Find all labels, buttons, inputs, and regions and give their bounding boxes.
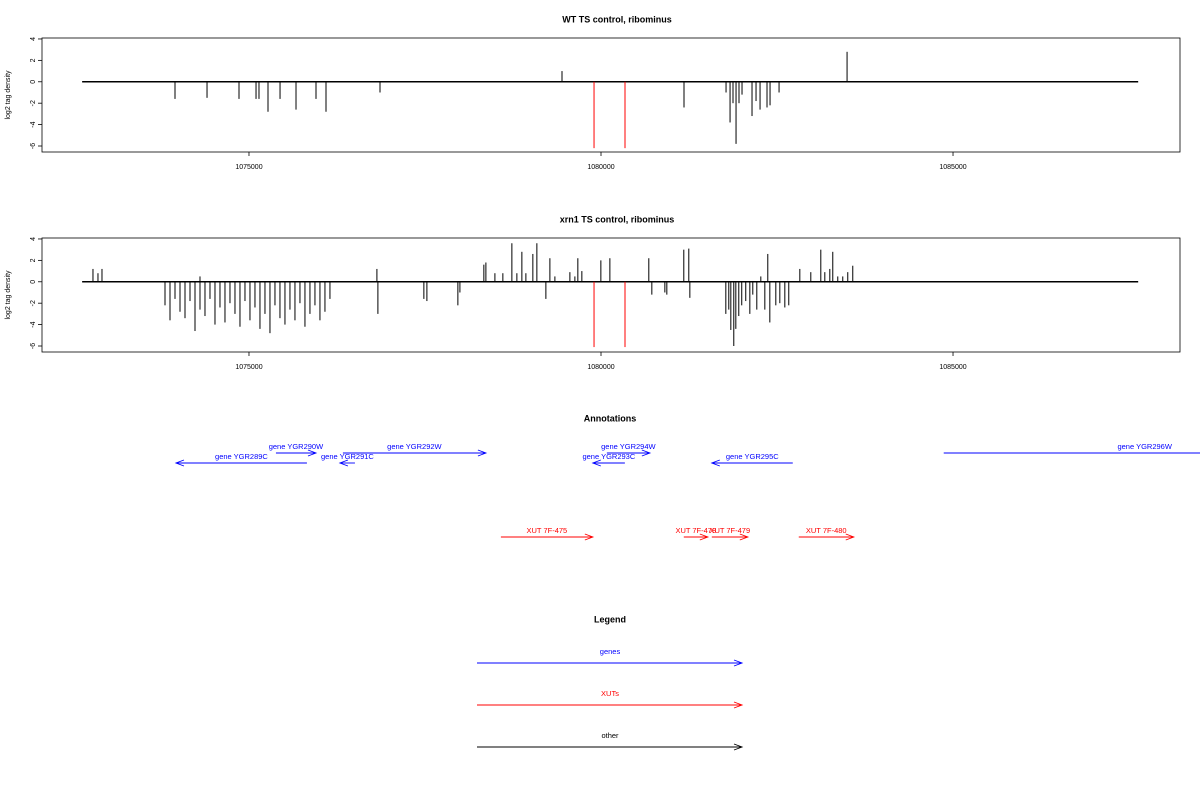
xut-arrow-label: XUT 7F-478	[675, 526, 716, 535]
chart-title: xrn1 TS control, ribominus	[560, 214, 675, 224]
legend-arrow-head	[733, 743, 744, 751]
legend-arrow-head	[733, 701, 744, 709]
xut-arrow-head	[584, 533, 595, 541]
x-tick-label: 1075000	[235, 164, 262, 171]
xut-arrow-label: XUT 7F-475	[527, 526, 568, 535]
xut-arrow-head	[845, 533, 856, 541]
y-tick-label: 2	[30, 58, 37, 62]
gene-arrow-label: gene YGR289C	[215, 452, 268, 461]
y-tick-label: -4	[30, 321, 37, 327]
xut-arrow-label: XUT 7F-479	[709, 526, 750, 535]
plot-frame	[41, 37, 1181, 153]
y-tick-label: -2	[30, 100, 37, 106]
xut-arrow-head	[699, 533, 710, 541]
gene-arrow-label: gene YGR292W	[387, 442, 442, 451]
gene-arrow-label: gene YGR290W	[269, 442, 324, 451]
gene-arrow-head	[338, 459, 349, 467]
xut-arrow-head	[739, 533, 750, 541]
legend-arrow-head	[733, 659, 744, 667]
y-tick-label: 2	[30, 258, 37, 262]
chart-title: WT TS control, ribominus	[562, 14, 672, 24]
y-tick-label: 4	[30, 237, 37, 241]
y-tick-label: -6	[30, 143, 37, 149]
annotations-title: Annotations	[584, 413, 637, 423]
gene-arrow-head	[477, 449, 488, 457]
y-tick-label: 0	[30, 80, 37, 84]
gene-arrow-head	[591, 459, 601, 467]
y-axis-label: log2 tag density	[5, 270, 12, 320]
legend-title: Legend	[594, 614, 626, 624]
x-tick-label: 1085000	[939, 164, 966, 171]
gene-arrow-label: gene YGR296W	[1117, 442, 1172, 451]
gene-arrow-label: gene YGR295C	[726, 452, 779, 461]
x-tick-label: 1085000	[939, 364, 966, 371]
y-tick-label: -6	[30, 343, 37, 349]
x-tick-label: 1080000	[587, 364, 614, 371]
gene-arrow-label: gene YGR293C	[582, 452, 635, 461]
plot-frame	[41, 237, 1181, 353]
xut-arrow-label: XUT 7F-480	[806, 526, 847, 535]
gene-arrow-label: gene YGR291C	[321, 452, 374, 461]
legend-label: other	[601, 731, 619, 740]
gene-arrow-head	[307, 449, 318, 457]
gene-arrow-head	[641, 449, 652, 457]
legend-label: XUTs	[601, 689, 619, 698]
y-axis-label: log2 tag density	[5, 70, 12, 120]
gene-arrow-head	[710, 459, 720, 467]
y-tick-label: -4	[30, 121, 37, 127]
gene-arrow-head	[174, 459, 185, 467]
x-tick-label: 1080000	[587, 164, 614, 171]
y-tick-label: 0	[30, 280, 37, 284]
y-tick-label: -2	[30, 300, 37, 306]
legend-label: genes	[600, 647, 621, 656]
y-tick-label: 4	[30, 37, 37, 41]
gene-arrow-label: gene YGR294W	[601, 442, 656, 451]
x-tick-label: 1075000	[235, 364, 262, 371]
